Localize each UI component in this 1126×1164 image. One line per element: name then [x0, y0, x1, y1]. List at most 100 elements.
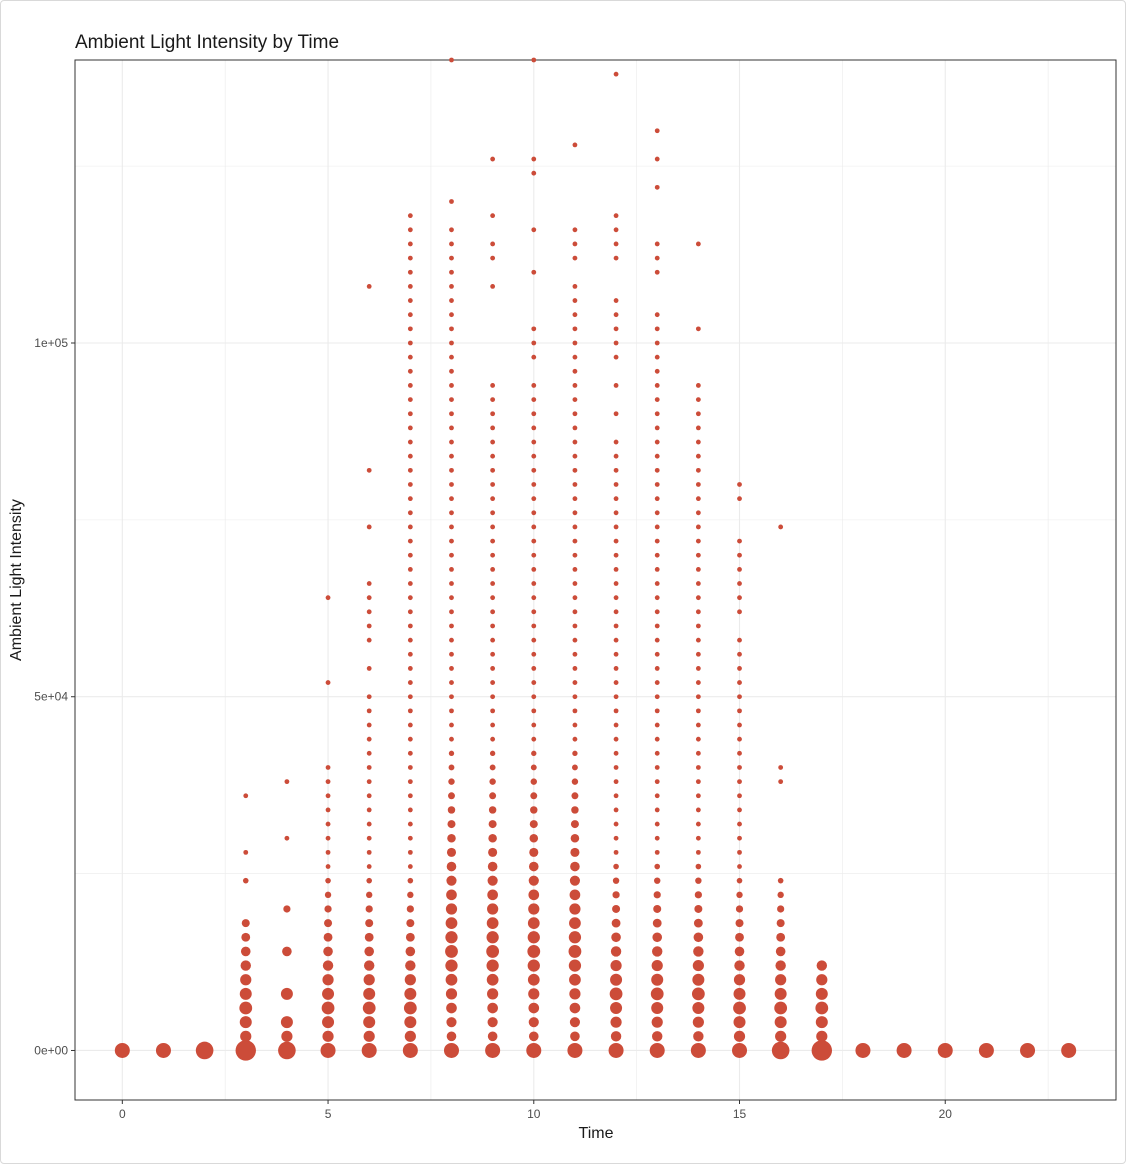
data-point — [445, 917, 458, 929]
data-point — [571, 792, 579, 800]
data-point — [366, 623, 372, 629]
data-point — [490, 397, 496, 402]
data-point — [774, 1001, 788, 1015]
data-point — [325, 765, 331, 770]
data-point — [528, 861, 539, 872]
data-point — [528, 875, 539, 886]
data-point — [443, 1042, 459, 1058]
data-point — [613, 538, 619, 544]
data-point — [490, 736, 496, 742]
data-point — [613, 863, 619, 870]
data-point — [572, 411, 578, 417]
data-point — [531, 694, 537, 700]
data-point — [937, 1042, 953, 1058]
data-point — [775, 1030, 787, 1042]
data-point — [407, 849, 413, 855]
data-point — [654, 496, 660, 502]
data-point — [654, 538, 660, 544]
data-point — [365, 891, 373, 899]
data-point — [654, 807, 660, 813]
data-point — [695, 793, 701, 799]
data-point — [775, 960, 786, 971]
data-point — [609, 987, 623, 1001]
data-point — [407, 312, 413, 318]
data-point — [407, 482, 413, 487]
data-point — [613, 666, 619, 671]
data-point — [570, 861, 580, 872]
data-point — [572, 482, 578, 487]
data-point — [407, 326, 413, 332]
data-point — [654, 411, 660, 417]
data-point — [737, 736, 742, 742]
data-point — [487, 875, 498, 886]
data-point — [654, 312, 660, 318]
data-point — [737, 835, 742, 841]
data-point — [737, 609, 742, 615]
data-point — [613, 722, 619, 728]
data-point — [654, 368, 660, 374]
data-point — [284, 835, 290, 841]
data-point — [490, 453, 496, 459]
data-point — [490, 708, 496, 714]
data-point — [449, 411, 454, 417]
data-point — [449, 383, 454, 388]
data-point — [777, 877, 784, 884]
data-point — [694, 891, 702, 899]
data-point — [693, 1031, 704, 1042]
data-point — [775, 946, 786, 957]
data-point — [490, 680, 496, 685]
data-point — [613, 849, 619, 855]
data-point — [692, 973, 705, 986]
data-point — [366, 609, 372, 615]
data-point — [531, 708, 537, 714]
data-point — [447, 806, 456, 814]
data-point — [489, 750, 496, 757]
data-point — [407, 241, 413, 247]
data-point — [487, 1031, 498, 1042]
data-point — [613, 552, 619, 558]
data-point — [361, 1042, 377, 1058]
data-point — [651, 1002, 664, 1015]
data-point — [572, 609, 578, 615]
data-point — [737, 750, 742, 756]
data-point — [855, 1042, 871, 1058]
data-point — [323, 946, 333, 957]
data-point — [407, 864, 413, 869]
data-point — [778, 779, 784, 785]
data-point — [407, 750, 413, 756]
data-point — [733, 1016, 746, 1029]
data-point — [407, 680, 413, 685]
data-point — [610, 1031, 622, 1042]
data-point — [572, 368, 578, 374]
data-point — [280, 987, 293, 1000]
data-point — [487, 889, 498, 901]
data-point — [613, 227, 619, 233]
data-point — [695, 383, 701, 388]
data-point — [490, 666, 496, 671]
data-point — [405, 946, 416, 957]
data-point — [654, 510, 660, 516]
data-point — [654, 269, 660, 275]
data-point — [654, 722, 660, 728]
data-point — [613, 439, 619, 445]
data-point — [489, 778, 496, 785]
data-point — [488, 806, 497, 814]
data-point — [654, 566, 660, 572]
data-point — [364, 946, 374, 957]
data-point — [734, 946, 745, 957]
data-point — [572, 312, 578, 318]
data-point — [531, 651, 537, 657]
data-point — [446, 1031, 457, 1042]
data-point — [568, 959, 582, 972]
data-point — [613, 651, 619, 657]
data-point — [449, 57, 454, 63]
data-point — [528, 988, 540, 1000]
data-point — [654, 184, 660, 190]
data-point — [695, 609, 701, 615]
data-point — [737, 708, 742, 714]
data-point — [531, 666, 537, 671]
data-point — [490, 411, 496, 417]
data-point — [654, 793, 660, 799]
data-point — [404, 1030, 416, 1042]
data-point — [407, 524, 413, 530]
